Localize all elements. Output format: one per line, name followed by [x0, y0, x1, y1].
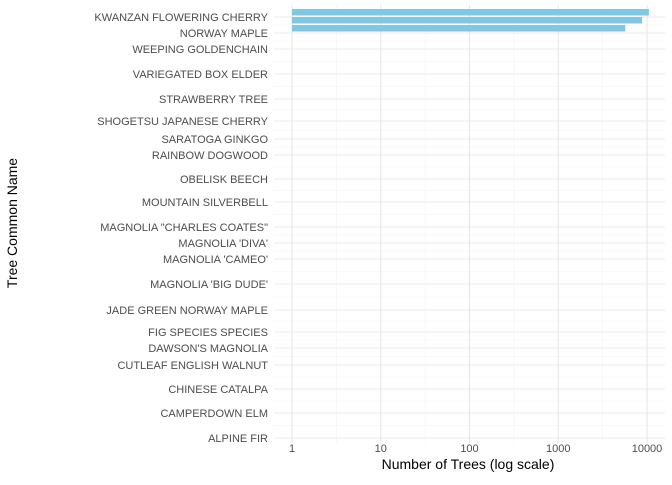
y-tick-label: OBELISK BEECH	[180, 174, 268, 186]
x-tick-label: 100	[460, 443, 478, 455]
x-tick-label: 1000	[546, 443, 570, 455]
y-tick-label: WEEPING GOLDENCHAIN	[132, 44, 268, 56]
y-tick-label: JADE GREEN NORWAY MAPLE	[106, 305, 268, 317]
y-tick-label: SHOGETSU JAPANESE CHERRY	[97, 116, 268, 128]
y-tick-label: VARIEGATED BOX ELDER	[133, 69, 268, 81]
x-tick-label: 10000	[632, 443, 663, 455]
y-tick-label: FIG SPECIES SPECIES	[148, 327, 268, 339]
bar	[292, 25, 626, 32]
y-tick-label: CHINESE CATALPA	[168, 384, 268, 396]
y-tick-label: MOUNTAIN SILVERBELL	[142, 197, 268, 209]
grid	[274, 5, 665, 443]
y-tick-label: MAGNOLIA 'BIG DUDE'	[150, 279, 268, 291]
y-tick-labels: KWANZAN FLOWERING CHERRY NORWAY MAPLE WEEP…	[94, 12, 268, 445]
x-tick-labels: 1 10 100 1000 10000	[289, 443, 662, 455]
y-tick-label: CUTLEAF ENGLISH WALNUT	[117, 360, 268, 372]
y-tick-label: MAGNOLIA 'DIVA'	[178, 238, 268, 250]
y-tick-label: SARATOGA GINKGO	[161, 134, 268, 146]
x-tick-label: 1	[289, 443, 295, 455]
x-tick-label: 10	[375, 443, 387, 455]
y-tick-label: MAGNOLIA "CHARLES COATES"	[100, 222, 268, 234]
y-tick-label: KWANZAN FLOWERING CHERRY	[94, 12, 268, 24]
y-tick-label: RAINBOW DOGWOOD	[152, 150, 268, 162]
bars	[292, 9, 649, 32]
y-tick-label: CAMPERDOWN ELM	[160, 408, 268, 420]
y-tick-label: DAWSON'S MAGNOLIA	[148, 343, 268, 355]
y-tick-label: MAGNOLIA 'CAMEO'	[163, 254, 268, 266]
bar	[292, 9, 649, 16]
y-axis-title: Tree Common Name	[4, 158, 20, 288]
y-tick-label: STRAWBERRY TREE	[159, 94, 268, 106]
bar	[292, 17, 643, 24]
y-tick-label: NORWAY MAPLE	[180, 28, 268, 40]
y-tick-label: ALPINE FIR	[208, 433, 268, 445]
x-axis-title: Number of Trees (log scale)	[382, 456, 555, 472]
